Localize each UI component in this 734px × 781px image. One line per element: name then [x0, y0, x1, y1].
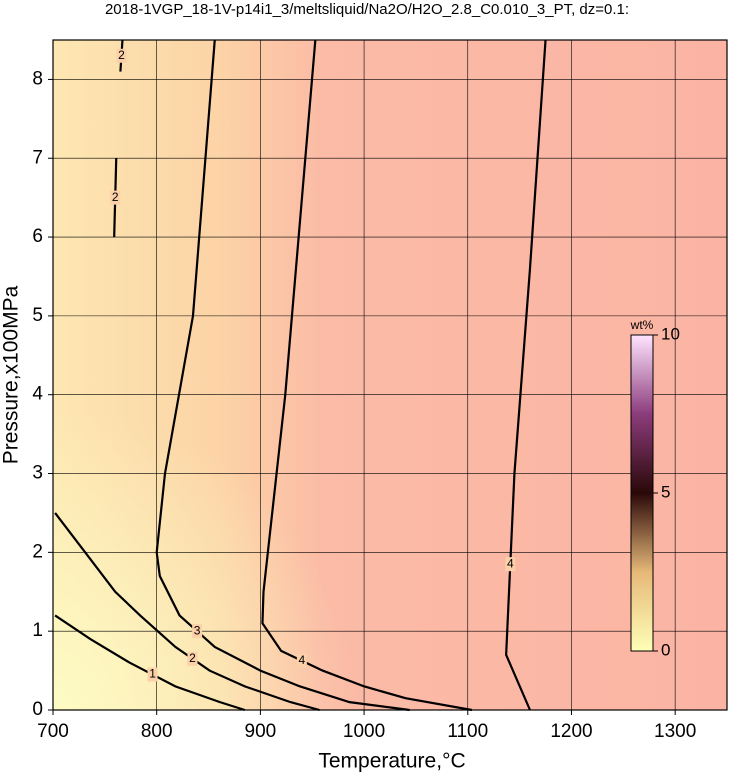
y-tick-label: 0	[32, 699, 43, 720]
contour-label: 4	[507, 556, 514, 570]
x-tick-label: 900	[245, 721, 277, 742]
y-tick-label: 4	[32, 384, 43, 405]
x-tick-label: 1200	[550, 721, 592, 742]
chart-title: 2018-1VGP_18-1V-p14i1_3/meltsliquid/Na2O…	[105, 1, 629, 18]
x-tick-label: 1300	[654, 721, 696, 742]
contour-label-bg	[187, 651, 198, 666]
y-tick-label: 6	[32, 226, 43, 247]
y-axis-label: Pressure,x100MPa	[0, 285, 23, 464]
contour-label-bg	[110, 190, 121, 205]
contour-label-bg	[505, 557, 516, 572]
x-tick-label: 700	[37, 721, 69, 742]
x-tick-label: 800	[141, 721, 173, 742]
colorbar-tick-label: 10	[661, 324, 680, 343]
colorbar-tick-label: 5	[661, 482, 670, 501]
x-tick-label: 1100	[447, 721, 488, 742]
x-tick-label: 1000	[343, 721, 385, 742]
contour-line	[54, 512, 320, 712]
contour-label: 1	[149, 667, 156, 681]
contour-label-bg	[147, 667, 158, 682]
plot-background-low	[53, 40, 727, 710]
colorbar	[630, 334, 654, 652]
y-tick-label: 7	[32, 147, 43, 168]
y-tick-label: 3	[32, 463, 43, 484]
contour-label: 4	[299, 653, 306, 667]
y-tick-label: 5	[32, 305, 43, 326]
x-axis-label: Temperature,°C	[318, 750, 465, 773]
contour-label-bg	[296, 653, 307, 668]
colorbar-label: wt%	[630, 318, 654, 332]
contour-label: 3	[194, 623, 201, 637]
plot-frame	[52, 39, 728, 711]
contour-label-bg	[116, 48, 127, 63]
colorbar-tick-label: 0	[661, 640, 670, 659]
contour-line	[505, 39, 547, 711]
contour-label: 2	[189, 651, 196, 665]
contour-label-bg	[192, 624, 203, 639]
contour-label: 2	[118, 48, 125, 62]
contour-line	[261, 39, 473, 712]
contour-line	[155, 39, 410, 712]
y-tick-label: 8	[32, 68, 43, 89]
y-tick-label: 1	[32, 620, 43, 641]
contour-label: 2	[112, 190, 119, 204]
y-tick-label: 2	[32, 541, 43, 562]
